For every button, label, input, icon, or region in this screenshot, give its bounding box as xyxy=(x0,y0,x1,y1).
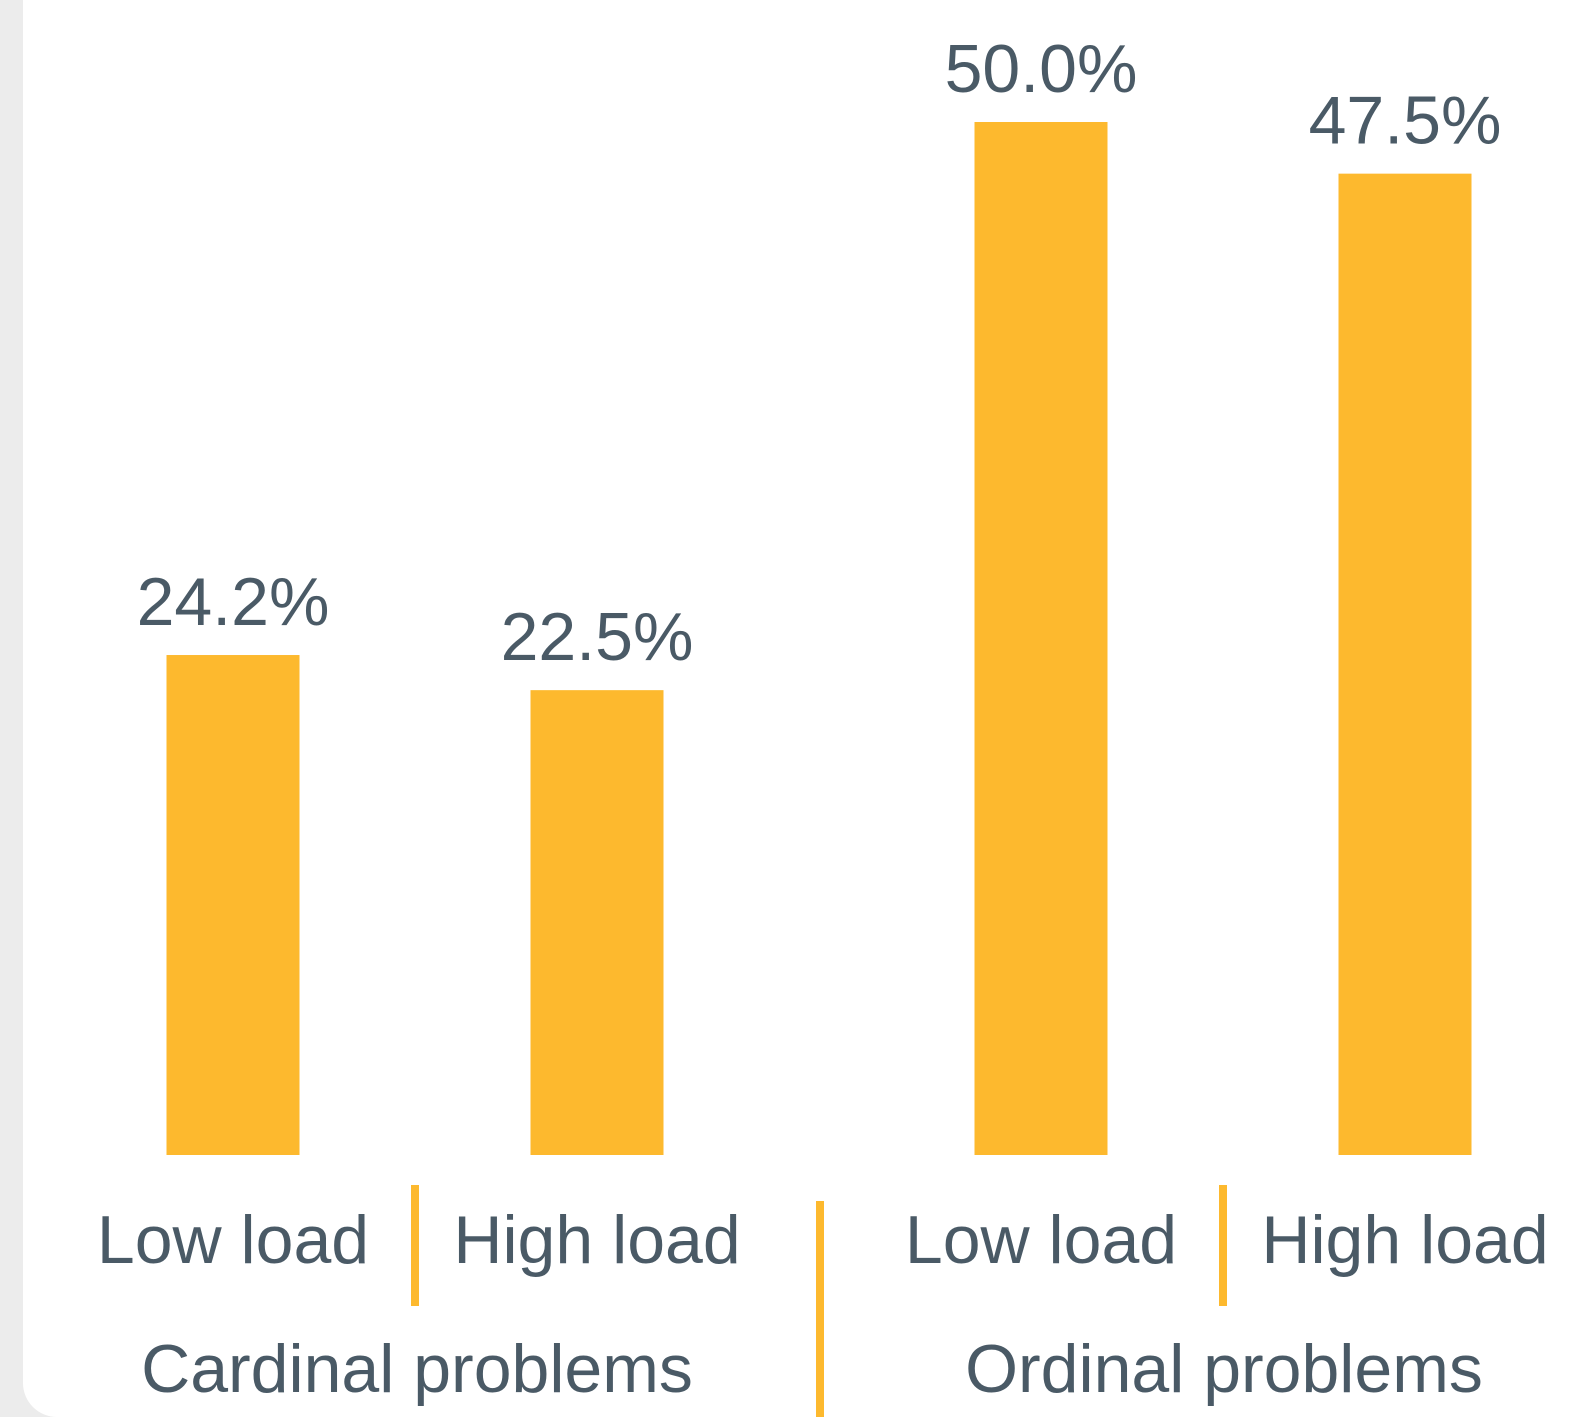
category-separator xyxy=(1219,1185,1227,1306)
category-separator xyxy=(411,1185,419,1306)
x-tick-label: High load xyxy=(1261,1202,1548,1278)
bar xyxy=(1338,173,1472,1155)
x-tick-label: High load xyxy=(453,1202,740,1278)
bar xyxy=(974,122,1108,1155)
group-label: Ordinal problems xyxy=(965,1331,1483,1407)
group-label: Cardinal problems xyxy=(141,1331,693,1407)
x-tick-label: Low load xyxy=(97,1202,369,1278)
data-label: 22.5% xyxy=(501,599,694,675)
x-tick-label: Low load xyxy=(905,1202,1177,1278)
data-label: 50.0% xyxy=(945,31,1138,107)
data-label: 47.5% xyxy=(1309,83,1502,159)
group-separator xyxy=(816,1201,824,1417)
bar xyxy=(530,690,664,1155)
bar xyxy=(166,655,300,1155)
data-label: 24.2% xyxy=(137,564,330,640)
